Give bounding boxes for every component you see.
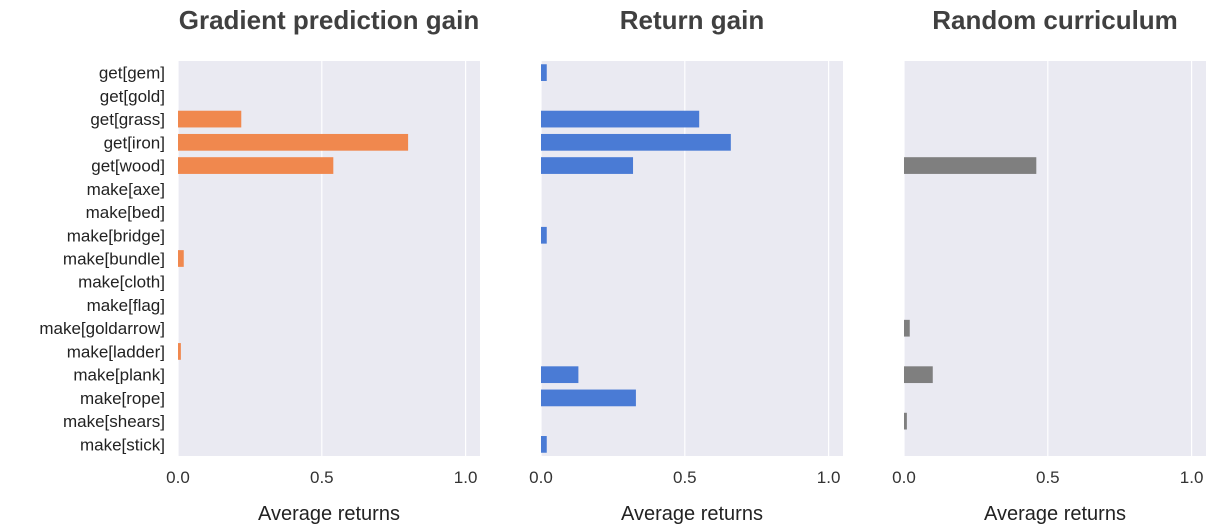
bar-get-wood [178, 157, 334, 174]
chart-title: Random curriculum [932, 5, 1178, 35]
category-label: get[grass] [90, 110, 165, 129]
x-tick-label: 0.5 [310, 468, 334, 487]
bar-get-grass [541, 110, 700, 128]
x-axis-label: Average returns [621, 503, 763, 525]
bar-make-bridge [541, 226, 547, 244]
x-axis-label: Average returns [984, 503, 1126, 525]
bar-make-rope [541, 389, 636, 407]
x-tick-label: 0.0 [892, 468, 916, 487]
bar-make-goldarrow [904, 319, 910, 337]
x-tick-label: 0.5 [673, 468, 697, 487]
category-label: make[bridge] [67, 226, 165, 245]
bar-make-bundle [178, 250, 184, 267]
category-label: get[gem] [99, 64, 165, 83]
category-label: get[wood] [91, 157, 165, 176]
category-label: make[plank] [73, 366, 165, 385]
category-label: make[bed] [86, 203, 165, 222]
bar-get-wood [541, 157, 634, 174]
chart-panel-2: 0.0 0.5 1.0 Return gain Average returns [529, 5, 843, 525]
x-tick-label: 1.0 [454, 468, 478, 487]
category-label: make[cloth] [78, 273, 165, 292]
x-axis-label: Average returns [258, 503, 400, 525]
category-label: get[gold] [100, 87, 165, 106]
bar-make-ladder [178, 343, 181, 360]
plot-background [904, 61, 1206, 456]
category-label: make[axe] [87, 180, 165, 199]
category-label: make[rope] [80, 389, 165, 408]
bar-make-plank [541, 366, 579, 384]
category-label: make[shears] [63, 412, 165, 431]
x-tick-label: 1.0 [817, 468, 841, 487]
category-label: make[stick] [80, 435, 165, 454]
bar-make-stick [541, 436, 547, 453]
bar-get-iron [541, 133, 731, 151]
x-tick-label: 0.0 [529, 468, 553, 487]
category-label: make[goldarrow] [39, 319, 165, 338]
x-tick-label: 0.5 [1036, 468, 1060, 487]
chart-panel-3: 0.0 0.5 1.0 Random curriculum Average return… [892, 5, 1206, 525]
x-tick-label: 1.0 [1180, 468, 1204, 487]
bar-get-wood [904, 157, 1037, 174]
bar-get-iron [178, 133, 409, 151]
bar-get-gem [541, 64, 547, 81]
category-label: make[ladder] [67, 342, 165, 361]
bar-make-plank [904, 366, 933, 384]
category-label: get[iron] [104, 133, 165, 152]
category-label: make[bundle] [63, 250, 165, 269]
category-label: make[flag] [87, 296, 165, 315]
chart-title: Gradient prediction gain [179, 5, 479, 35]
bar-get-grass [178, 110, 242, 128]
x-tick-label: 0.0 [166, 468, 190, 487]
chart-panel-1: 0.0 0.5 1.0 get[gem] get[gold] get[grass] get[… [39, 5, 480, 525]
chart-title: Return gain [620, 5, 764, 35]
bar-make-shears [904, 412, 907, 430]
